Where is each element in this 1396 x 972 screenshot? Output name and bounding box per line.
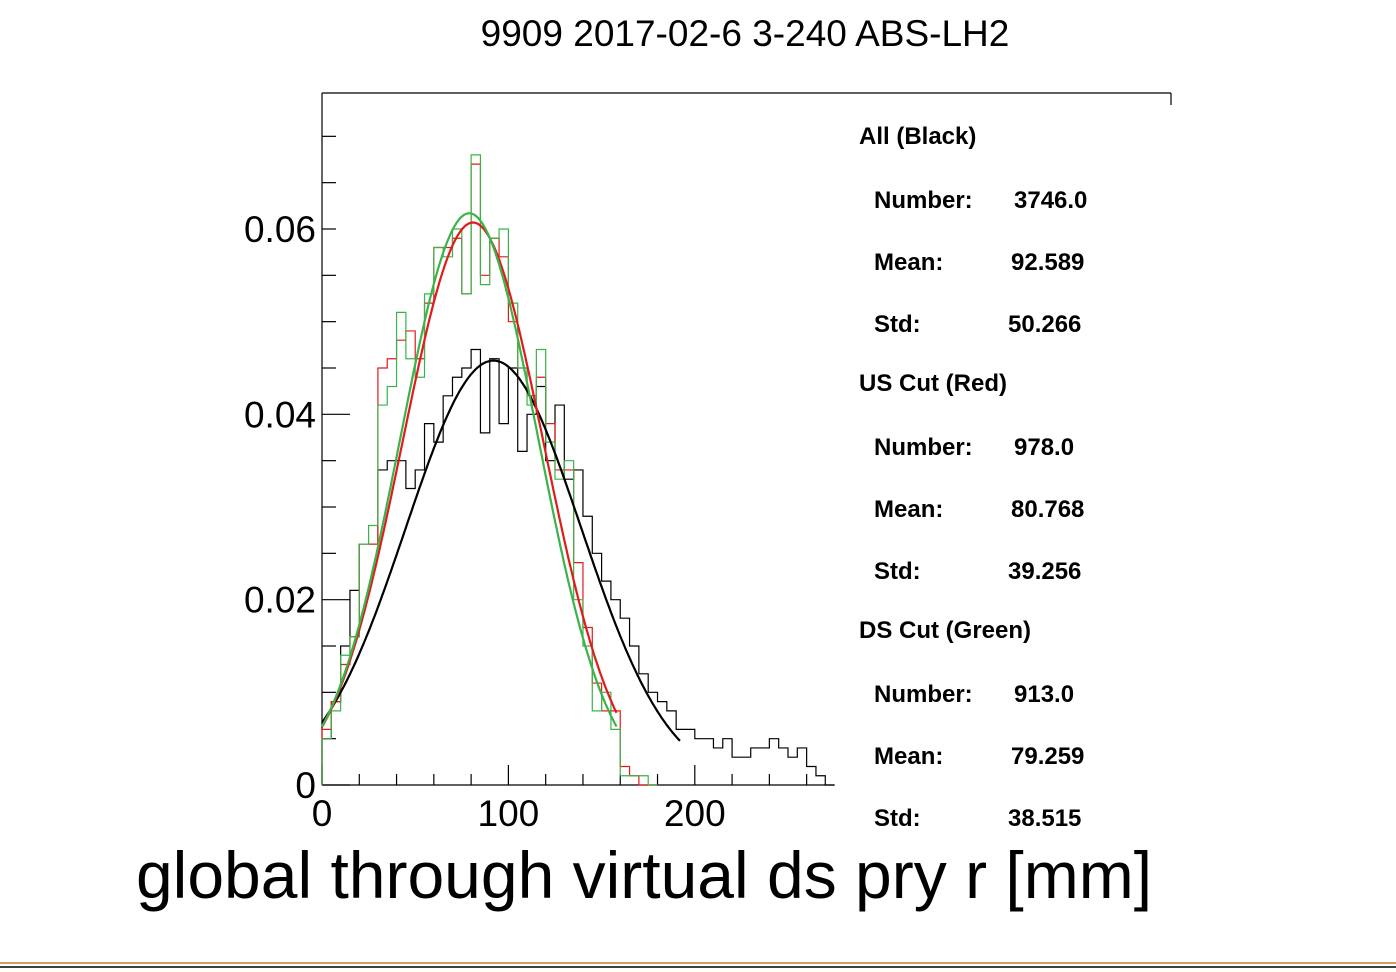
stats-label: Number: — [874, 681, 973, 708]
axis-tick-labels: 0 100 200 0 0.02 0.04 0.06 — [244, 209, 726, 834]
chart-title: 9909 2017-02-6 3-240 ABS-LH2 — [481, 13, 1010, 54]
plot-frame — [321, 92, 1172, 786]
stats-value: 38.515 — [1008, 805, 1081, 832]
stats-label: Mean: — [874, 743, 943, 770]
x-tick-label: 0 — [312, 793, 333, 834]
fit-curve-2 — [321, 212, 618, 728]
stats-label: Mean: — [874, 496, 943, 523]
x-tick-label: 100 — [478, 793, 540, 834]
stats-header-1: US Cut (Red) — [859, 370, 1007, 397]
stats-label: Number: — [874, 187, 973, 214]
footer-rule — [0, 962, 1396, 968]
stats-value: 3746.0 — [1014, 187, 1087, 214]
axis-ticks — [321, 135, 808, 786]
fit-curve-0 — [321, 359, 681, 742]
stats-label: Std: — [874, 805, 921, 832]
histogram-series-0 — [321, 348, 835, 786]
y-tick-label: 0.04 — [244, 394, 316, 435]
stats-label: Mean: — [874, 249, 943, 276]
stats-value: 978.0 — [1014, 434, 1074, 461]
stats-value: 50.266 — [1008, 311, 1081, 338]
x-tick-label: 200 — [664, 793, 726, 834]
y-tick-label: 0 — [295, 765, 316, 806]
stats-value: 79.259 — [1011, 743, 1084, 770]
stats-label: Std: — [874, 311, 921, 338]
fit-curves — [321, 212, 681, 742]
x-axis-label: global through virtual ds pry r [mm] — [136, 838, 1152, 912]
stats-label: Number: — [874, 434, 973, 461]
stats-value: 92.589 — [1011, 249, 1084, 276]
stats-value: 39.256 — [1008, 558, 1081, 585]
fit-curve-1 — [321, 221, 618, 728]
y-tick-label: 0.06 — [244, 209, 316, 250]
stats-value: 913.0 — [1014, 681, 1074, 708]
stats-legend: All (Black) Number: 3746.0 Mean: 92.589 Std: 5… — [859, 123, 1087, 832]
y-tick-label: 0.02 — [244, 580, 316, 621]
stats-header-0: All (Black) — [859, 123, 976, 150]
stats-value: 80.768 — [1011, 496, 1084, 523]
stats-header-2: DS Cut (Green) — [859, 617, 1031, 644]
histogram-series — [321, 154, 835, 786]
stats-label: Std: — [874, 558, 921, 585]
